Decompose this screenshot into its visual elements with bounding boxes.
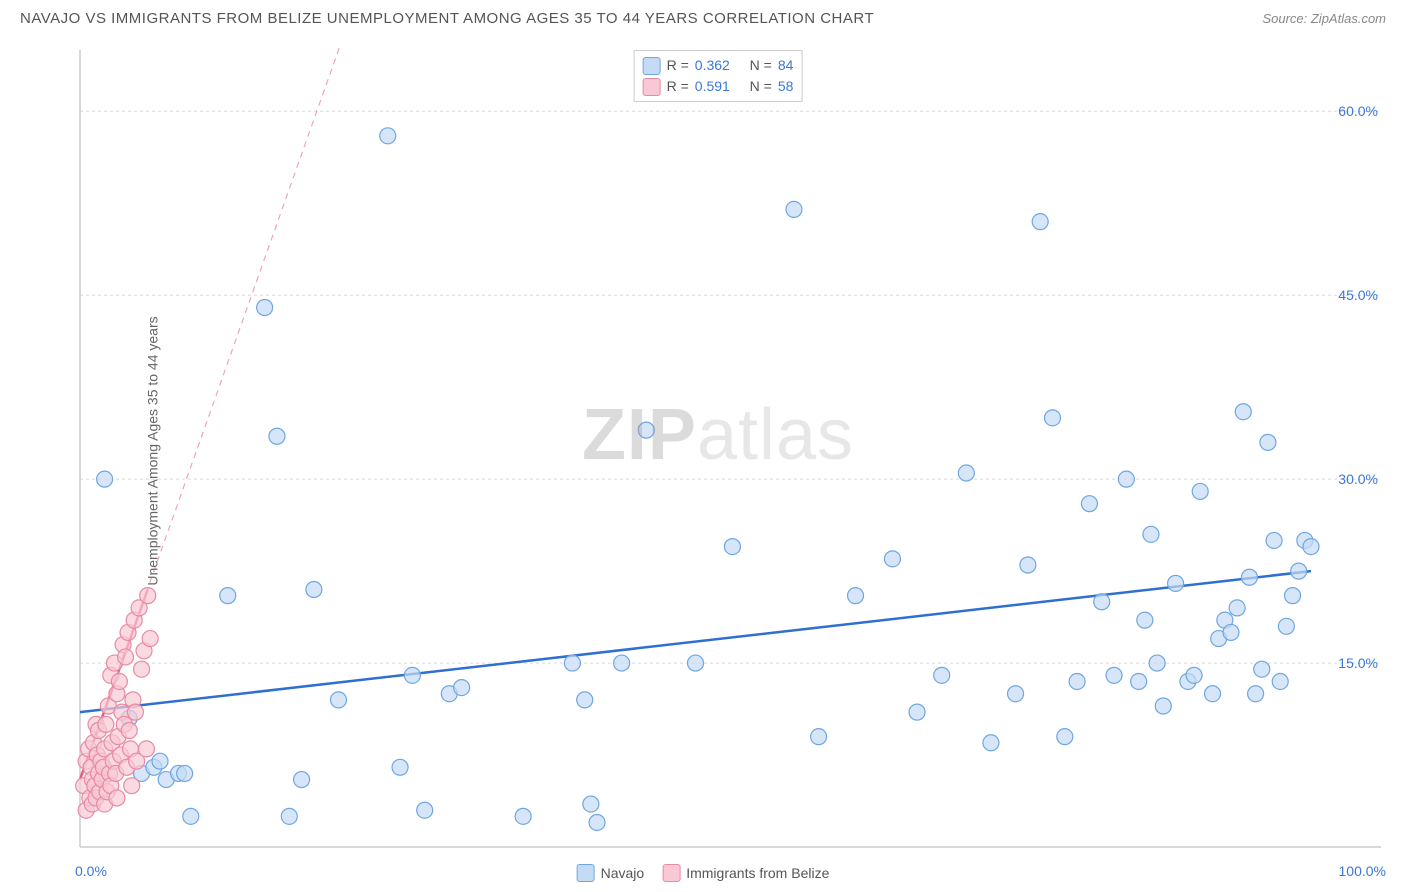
chart-area: Unemployment Among Ages 35 to 44 years Z… bbox=[50, 45, 1386, 857]
r-value: 0.591 bbox=[695, 76, 730, 97]
header: NAVAJO VS IMMIGRANTS FROM BELIZE UNEMPLO… bbox=[0, 0, 1406, 27]
legend-swatch bbox=[662, 864, 680, 882]
chart-title: NAVAJO VS IMMIGRANTS FROM BELIZE UNEMPLO… bbox=[20, 10, 874, 27]
x-tick-min: 0.0% bbox=[75, 863, 107, 879]
n-label: N = bbox=[750, 76, 772, 97]
n-value: 84 bbox=[778, 55, 794, 76]
legend-swatch bbox=[643, 78, 661, 96]
series-legend: Navajo Immigrants from Belize bbox=[577, 864, 830, 882]
legend-row: R = 0.591 N = 58 bbox=[643, 76, 794, 97]
legend-item: Immigrants from Belize bbox=[662, 864, 829, 882]
source-attribution: Source: ZipAtlas.com bbox=[1262, 11, 1386, 26]
correlation-legend: R = 0.362 N = 84 R = 0.591 N = 58 bbox=[634, 50, 803, 102]
legend-label: Immigrants from Belize bbox=[686, 865, 829, 881]
r-label: R = bbox=[667, 76, 689, 97]
legend-swatch bbox=[643, 57, 661, 75]
n-label: N = bbox=[750, 55, 772, 76]
scatter-plot bbox=[75, 45, 1386, 857]
r-value: 0.362 bbox=[695, 55, 730, 76]
r-label: R = bbox=[667, 55, 689, 76]
n-value: 58 bbox=[778, 76, 794, 97]
legend-swatch bbox=[577, 864, 595, 882]
legend-item: Navajo bbox=[577, 864, 645, 882]
x-tick-max: 100.0% bbox=[1339, 863, 1386, 879]
legend-label: Navajo bbox=[601, 865, 645, 881]
legend-row: R = 0.362 N = 84 bbox=[643, 55, 794, 76]
